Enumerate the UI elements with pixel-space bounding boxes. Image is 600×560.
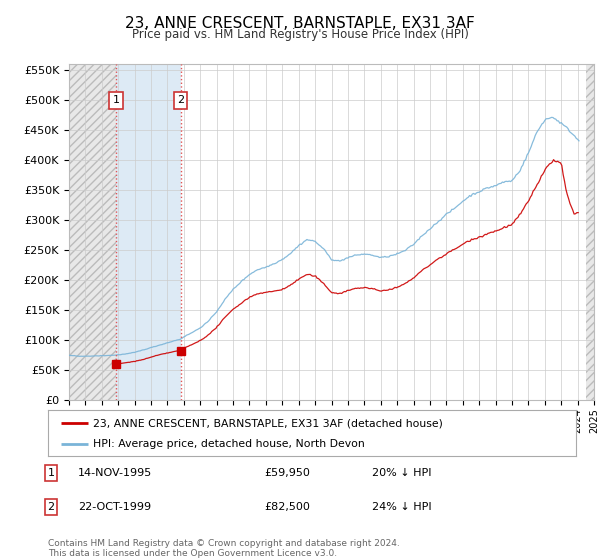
Text: 24% ↓ HPI: 24% ↓ HPI xyxy=(372,502,431,512)
Text: 20% ↓ HPI: 20% ↓ HPI xyxy=(372,468,431,478)
Text: 22-OCT-1999: 22-OCT-1999 xyxy=(78,502,151,512)
Text: HPI: Average price, detached house, North Devon: HPI: Average price, detached house, Nort… xyxy=(93,440,365,450)
Text: £82,500: £82,500 xyxy=(264,502,310,512)
Text: 23, ANNE CRESCENT, BARNSTAPLE, EX31 3AF (detached house): 23, ANNE CRESCENT, BARNSTAPLE, EX31 3AF … xyxy=(93,418,443,428)
Bar xyxy=(69,64,116,400)
Text: £59,950: £59,950 xyxy=(264,468,310,478)
Text: 2: 2 xyxy=(177,95,184,105)
Text: 1: 1 xyxy=(113,95,119,105)
Text: 2: 2 xyxy=(47,502,55,512)
Bar xyxy=(116,64,181,400)
Bar xyxy=(69,64,116,400)
Text: 23, ANNE CRESCENT, BARNSTAPLE, EX31 3AF: 23, ANNE CRESCENT, BARNSTAPLE, EX31 3AF xyxy=(125,16,475,31)
Text: Price paid vs. HM Land Registry's House Price Index (HPI): Price paid vs. HM Land Registry's House … xyxy=(131,28,469,41)
Text: 14-NOV-1995: 14-NOV-1995 xyxy=(78,468,152,478)
Text: 1: 1 xyxy=(47,468,55,478)
Bar xyxy=(586,64,594,400)
Text: Contains HM Land Registry data © Crown copyright and database right 2024.
This d: Contains HM Land Registry data © Crown c… xyxy=(48,539,400,558)
Bar xyxy=(586,64,594,400)
